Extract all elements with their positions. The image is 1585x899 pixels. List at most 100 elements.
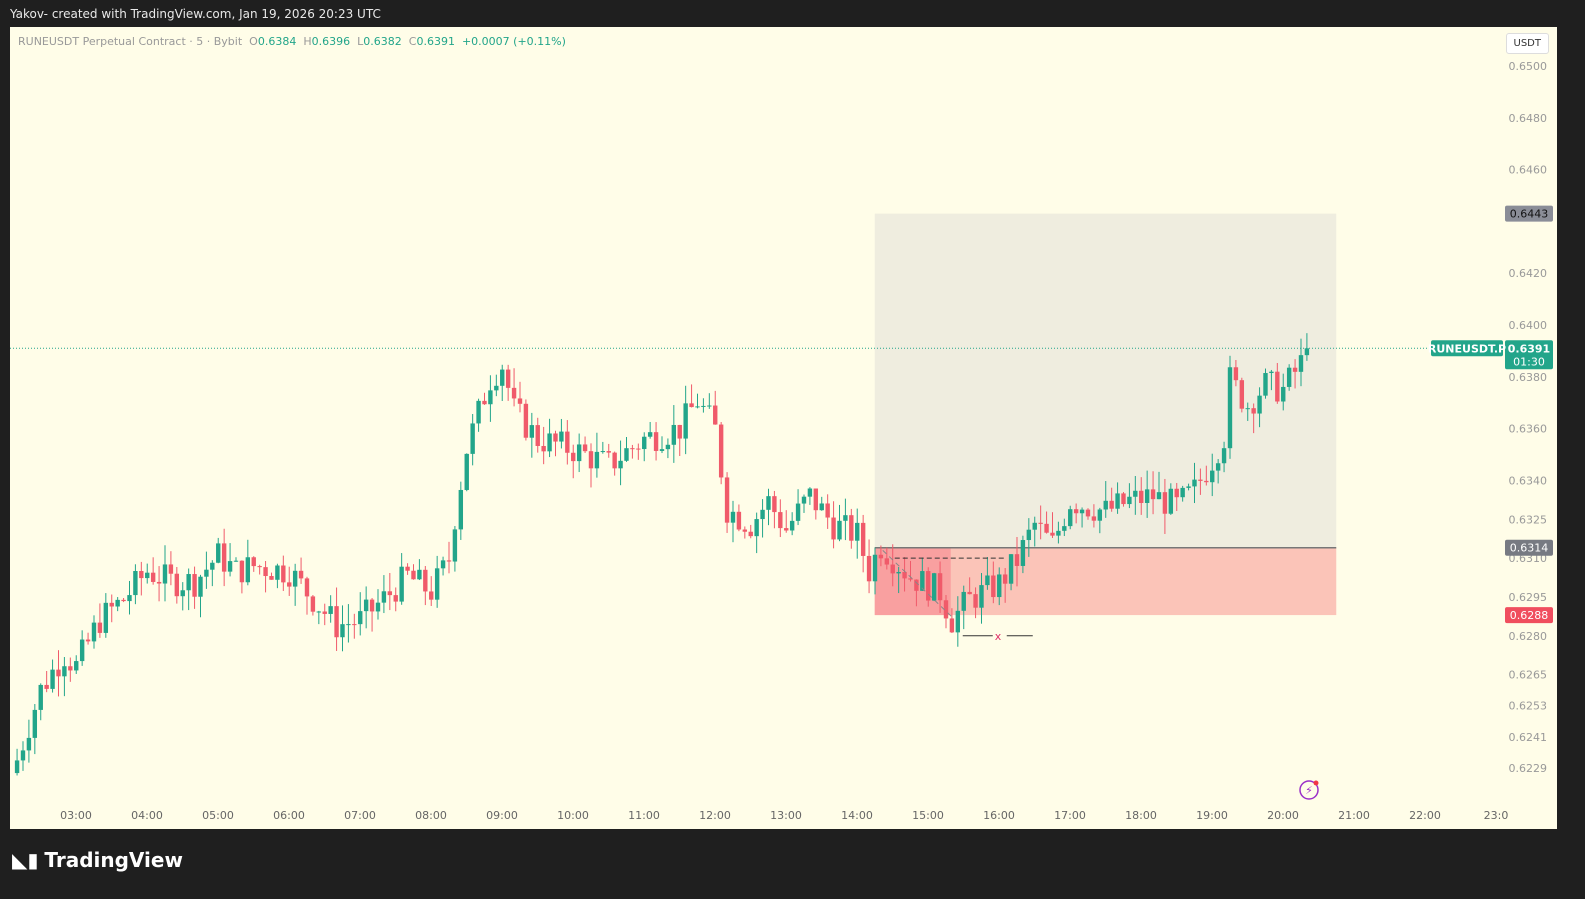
candle-body xyxy=(1020,540,1026,566)
candle-body xyxy=(121,599,126,602)
candle-body xyxy=(1263,373,1268,396)
candle-body xyxy=(210,562,215,570)
time-tick: 05:00 xyxy=(202,809,234,822)
candle-body xyxy=(85,639,91,642)
time-tick: 19:00 xyxy=(1196,809,1228,822)
candle-body xyxy=(156,581,162,584)
low-label: L xyxy=(357,35,364,48)
candle-body xyxy=(304,578,310,597)
candle-body xyxy=(689,403,694,408)
candle-body xyxy=(1050,532,1055,536)
candle-body xyxy=(26,737,32,751)
candle-body xyxy=(150,572,156,582)
candle-body xyxy=(571,452,576,462)
candle-body xyxy=(91,622,97,642)
candle-body xyxy=(937,573,943,601)
candle-body xyxy=(902,571,907,579)
candle-body xyxy=(523,403,529,438)
candle-body xyxy=(1162,492,1168,514)
symbol-name: RUNEUSDT Perpetual Contract · 5 · Bybit xyxy=(18,35,243,48)
candle-body xyxy=(766,496,771,510)
candle-body xyxy=(849,515,854,541)
candle-body xyxy=(565,431,570,453)
candle-body xyxy=(1204,480,1209,483)
candle-body xyxy=(955,610,961,633)
candle-body xyxy=(1121,493,1126,505)
entry-price-tag-bg xyxy=(1505,539,1553,556)
candle-body xyxy=(860,522,866,556)
candle-body xyxy=(991,575,996,598)
symbol-tag: RUNEUSDT.P xyxy=(1428,342,1506,355)
candle-body xyxy=(1292,367,1298,372)
time-tick: 11:00 xyxy=(628,809,660,822)
candle-body xyxy=(612,452,617,469)
candle-body xyxy=(855,522,860,541)
stop-zone xyxy=(874,547,1337,616)
candle-body xyxy=(1014,554,1020,566)
tv-logo-icon: ◣▮ xyxy=(12,848,39,872)
candle-body xyxy=(458,489,464,530)
price-tick: 0.6360 xyxy=(1509,423,1548,436)
candle-body xyxy=(133,571,138,596)
candle-body xyxy=(695,406,700,408)
candle-body xyxy=(1068,509,1073,527)
candle-body xyxy=(1103,500,1108,510)
tradingview-logo[interactable]: ◣▮ TradingView xyxy=(12,848,183,872)
candle-body xyxy=(967,591,972,595)
candle-body xyxy=(872,554,878,582)
candle-body xyxy=(754,519,759,537)
candle-body xyxy=(529,425,535,438)
candle-body xyxy=(1109,500,1114,509)
candle-body xyxy=(239,560,245,583)
candle-body xyxy=(440,560,446,569)
time-tick: 20:00 xyxy=(1267,809,1299,822)
candle-body xyxy=(1215,463,1221,471)
stop-price-tag-bg xyxy=(1505,607,1553,624)
candle-body xyxy=(1008,554,1014,584)
candle-body xyxy=(446,560,452,562)
candle-body xyxy=(961,591,966,611)
candle-body xyxy=(997,574,1002,598)
candle-body xyxy=(375,602,381,612)
price-tick: 0.6265 xyxy=(1509,669,1548,682)
candle-body xyxy=(949,618,955,633)
candle-body xyxy=(369,599,375,612)
candle-body xyxy=(411,570,416,580)
candle-body xyxy=(671,424,677,445)
candlestick-chart[interactable]: x 0.6500 0.6480 0.6460 0.6420 0.6400 0.6380 0.6… xyxy=(10,27,1557,829)
candle-body xyxy=(511,387,517,399)
chart-area[interactable]: x 0.6500 0.6480 0.6460 0.6420 0.6400 0.6380 0.6… xyxy=(10,27,1557,829)
candle-body xyxy=(831,517,836,540)
candle-body xyxy=(547,433,552,452)
candle-body xyxy=(180,590,185,597)
candle-body xyxy=(168,564,174,574)
candle-body xyxy=(1056,530,1061,536)
candle-body xyxy=(423,569,428,592)
candle-body xyxy=(245,557,251,583)
candle-body xyxy=(1198,479,1203,481)
candle-body xyxy=(837,520,842,540)
candle-body xyxy=(263,567,268,577)
candle-body xyxy=(1062,526,1067,531)
currency-button[interactable]: USDT xyxy=(1505,33,1549,54)
change-value: +0.0007 (+0.11%) xyxy=(461,35,566,48)
candle-body xyxy=(62,666,67,677)
candle-body xyxy=(878,554,884,559)
last-price-value: 0.6391 xyxy=(1508,342,1550,355)
candle-body xyxy=(914,579,919,591)
candle-body xyxy=(630,448,635,450)
target-price-tag: 0.6443 xyxy=(1510,208,1549,221)
candle-body xyxy=(56,669,61,677)
candle-body xyxy=(1239,380,1245,409)
candle-body xyxy=(973,594,978,608)
candle-body xyxy=(642,436,647,450)
candle-body xyxy=(358,611,363,625)
price-tick: 0.6460 xyxy=(1509,164,1548,177)
candle-body xyxy=(1127,496,1132,505)
candle-body xyxy=(713,405,718,425)
notification-dot xyxy=(1313,780,1319,786)
time-tick: 13:00 xyxy=(770,809,802,822)
candle-body xyxy=(1304,348,1310,356)
candle-body xyxy=(553,433,558,442)
candle-body xyxy=(600,451,606,453)
